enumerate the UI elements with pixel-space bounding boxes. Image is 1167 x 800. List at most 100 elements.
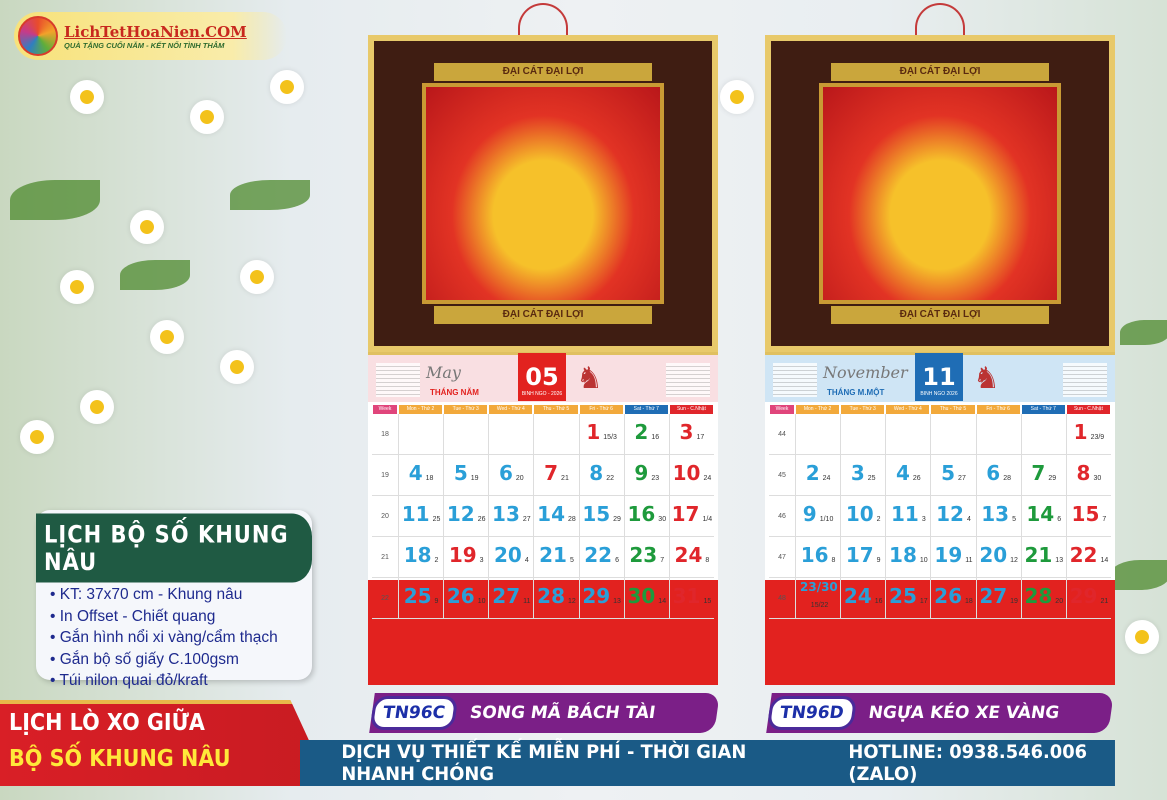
solar-day: 30: [627, 584, 656, 608]
logo-slogan: QUÀ TẶNG CUỐI NĂM - KẾT NỐI TÌNH THÂM: [64, 40, 225, 50]
week-number: 46: [769, 496, 795, 537]
week-number: 19: [372, 455, 398, 496]
lunar-day: 18: [425, 475, 434, 482]
day-cell: 28 20: [1020, 578, 1066, 619]
solar-day: 23/30: [800, 580, 838, 594]
lunar-day: 7: [1102, 516, 1107, 523]
spec-item: Gắn bộ số giấy C.100gsm: [50, 649, 312, 671]
lunar-day: 24: [822, 475, 831, 482]
lunar-day: 27: [958, 475, 966, 482]
year-text: BINH NGO - 2026: [521, 391, 563, 397]
bird-logo-icon: [18, 16, 58, 56]
lunar-day: 15/22: [810, 602, 829, 609]
horse-icon: ♞: [973, 362, 1000, 395]
product-name: NGỰA KÉO XE VÀNG: [867, 703, 1061, 723]
solar-day: 3: [679, 420, 694, 444]
day-header: Wed - Thứ 4: [886, 405, 930, 414]
solar-day: 9: [802, 502, 817, 526]
day-cell: 3 17: [668, 414, 714, 455]
solar-day: 28: [537, 584, 566, 608]
solar-day: 24: [674, 543, 703, 567]
lunar-day: 20: [1055, 598, 1064, 605]
empty-cell: [930, 414, 976, 455]
lunar-day: 3: [479, 557, 484, 564]
calendar-frame: ĐẠI CÁT ĐẠI LỢI ĐẠI CÁT ĐẠI LỢI: [765, 35, 1115, 352]
product-name: SONG MÃ BÁCH TÀI: [468, 703, 657, 723]
lunar-day: 6: [615, 557, 619, 564]
prev-month-mini: [376, 363, 420, 397]
day-cell: 23 7: [623, 537, 669, 578]
solar-day: 3: [850, 461, 865, 485]
solar-day: 28: [1024, 584, 1053, 608]
day-cell: 15 7: [1065, 496, 1111, 537]
lunar-day: 14: [658, 598, 667, 605]
next-month-mini: [666, 363, 710, 397]
day-cell: 2 24: [795, 455, 841, 496]
lunar-day: 8: [831, 557, 836, 564]
lunar-day: 30: [1093, 475, 1102, 482]
lunar-day: 5: [569, 557, 574, 564]
lunar-day: 29: [1048, 475, 1057, 482]
day-cell: 13 5: [975, 496, 1021, 537]
day-cell: 10 2: [840, 496, 886, 537]
solar-day: 31: [672, 584, 701, 608]
day-cell: 26 18: [930, 578, 976, 619]
day-cell: 11 25: [398, 496, 444, 537]
solar-day: 26: [446, 584, 475, 608]
solar-day: 17: [845, 543, 874, 567]
solar-day: 12: [446, 502, 475, 526]
day-cell: 7 21: [533, 455, 579, 496]
lunar-day: 15/3: [603, 434, 617, 441]
solar-day: 10: [845, 502, 874, 526]
solar-day: 12: [936, 502, 964, 526]
week-number: 45: [769, 455, 795, 496]
solar-day: 1: [586, 420, 601, 444]
calendar-product: ĐẠI CÁT ĐẠI LỢI ĐẠI CÁT ĐẠI LỢI May THÁN…: [368, 3, 718, 685]
solar-day: 18: [889, 543, 917, 567]
lunar-day: 28: [1003, 475, 1011, 482]
logo-title: LichTetHoaNien.COM: [64, 22, 247, 41]
lunar-day: 10: [477, 598, 486, 605]
lunar-day: 5: [1012, 516, 1016, 523]
lunar-day: 17: [919, 598, 928, 605]
day-cell: 25 9: [398, 578, 444, 619]
lunar-day: 23/9: [1090, 434, 1105, 441]
spec-item: In Offset - Chiết quang: [50, 606, 312, 628]
lunar-day: 1/4: [702, 516, 713, 523]
ribbon-line2: BỘ SỐ KHUNG NÂU: [9, 746, 231, 772]
hotline-text[interactable]: HOTLINE: 0938.546.006 (ZALO): [848, 741, 1088, 785]
ribbon-line1: LỊCH LÒ XO GIỮA: [9, 710, 205, 736]
empty-cell: [885, 414, 931, 455]
week-number: 21: [372, 537, 398, 578]
frame-text: ĐẠI CÁT ĐẠI LỢI: [831, 306, 1049, 324]
lunar-day: 25: [432, 516, 441, 523]
lunar-day: 24: [703, 475, 712, 482]
solar-day: 19: [934, 543, 963, 567]
day-header: Tue - Thứ 3: [841, 405, 885, 414]
day-cell: 16 8: [795, 537, 841, 578]
empty-cell: [975, 414, 1021, 455]
day-cell: 22 6: [578, 537, 624, 578]
solar-day: 16: [627, 502, 656, 526]
day-header: Mon - Thứ 2: [796, 405, 840, 414]
solar-day: 2: [805, 461, 820, 485]
solar-day: 22: [584, 543, 613, 567]
lunar-day: 17: [696, 434, 705, 441]
solar-day: 7: [544, 461, 559, 485]
solar-day: 21: [1024, 543, 1053, 567]
day-cell: 26 10: [443, 578, 489, 619]
month-name: THÁNG M.MỘT: [827, 388, 885, 397]
day-header: Sun - C.Nhật: [1066, 405, 1110, 414]
lunar-day: 16: [874, 598, 883, 605]
solar-day: 14: [537, 502, 566, 526]
lunar-day: 8: [705, 557, 710, 564]
day-header: Fri - Thứ 6: [579, 405, 623, 414]
lunar-day: 20: [515, 475, 524, 482]
solar-day: 27: [979, 584, 1008, 608]
week-number: 20: [372, 496, 398, 537]
year-text: BINH NGO 2026: [920, 391, 958, 397]
lunar-day: 12: [568, 598, 576, 605]
day-cell: 21 5: [533, 537, 579, 578]
hanger-icon: [518, 3, 568, 35]
lunar-day: 23: [651, 475, 660, 482]
